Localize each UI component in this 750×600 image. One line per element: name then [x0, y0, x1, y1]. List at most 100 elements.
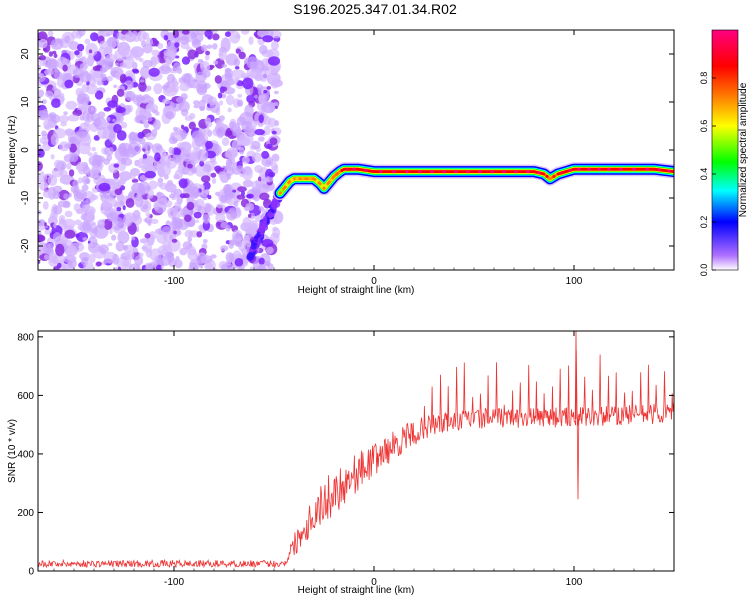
noise-blob	[98, 182, 111, 192]
noise-blob	[70, 153, 79, 163]
snr-series-line	[38, 331, 674, 569]
noise-blob	[271, 67, 277, 75]
noise-blob	[63, 193, 70, 200]
noise-blob	[219, 52, 224, 57]
noise-blob	[140, 66, 150, 79]
noise-blob	[273, 101, 279, 106]
noise-blob	[258, 257, 265, 265]
noise-blob	[52, 232, 62, 242]
noise-blob	[157, 256, 172, 267]
ridge-bead	[392, 170, 396, 174]
noise-blob	[241, 259, 249, 267]
noise-blob	[186, 201, 195, 211]
noise-blob	[188, 262, 199, 270]
noise-blob	[64, 35, 71, 44]
noise-blob	[41, 130, 47, 137]
noise-blob	[100, 73, 107, 79]
noise-blob	[44, 254, 49, 260]
noise-blob	[95, 261, 102, 267]
ridge-bead	[405, 170, 409, 174]
noise-blob	[132, 34, 141, 43]
noise-blob	[38, 244, 44, 256]
ridge-bead	[280, 189, 284, 193]
noise-blob	[263, 90, 268, 94]
noise-blob	[42, 108, 49, 117]
noise-blob	[234, 65, 240, 70]
noise-blob	[189, 77, 197, 87]
tick-label: -100	[164, 276, 184, 287]
noise-blob	[271, 130, 277, 135]
noise-blob	[107, 30, 114, 35]
noise-blob	[206, 44, 213, 49]
noise-blob	[132, 182, 140, 191]
noise-blob	[180, 130, 187, 140]
noise-blob	[227, 129, 232, 136]
ridge-bead	[619, 167, 623, 171]
noise-blob	[258, 264, 266, 270]
noise-blob	[162, 226, 171, 234]
noise-blob	[104, 146, 114, 156]
noise-blob	[162, 240, 172, 251]
noise-blob	[217, 92, 223, 99]
noise-blob	[138, 163, 143, 169]
noise-blob	[40, 171, 45, 176]
noise-blob	[87, 152, 93, 157]
noise-blob	[165, 111, 175, 120]
noise-blob	[99, 229, 108, 236]
noise-blob	[90, 32, 99, 42]
noise-blob	[103, 218, 113, 230]
noise-blob	[219, 100, 224, 106]
ridge-bead	[454, 170, 458, 174]
noise-blob	[139, 96, 146, 101]
ridge-bead	[478, 170, 482, 174]
ridge-bead	[364, 168, 368, 172]
noise-blob	[199, 105, 206, 112]
noise-blob	[104, 54, 117, 62]
tick-label: 600	[17, 391, 34, 402]
noise-blob	[70, 255, 77, 262]
tick-label: 0	[28, 567, 34, 578]
noise-blob	[245, 203, 255, 211]
noise-blob	[53, 265, 60, 270]
noise-blob	[111, 234, 117, 241]
noise-blob	[241, 30, 250, 35]
noise-blob	[85, 42, 98, 57]
noise-blob	[50, 154, 55, 160]
noise-blob	[236, 116, 246, 126]
noise-blob	[224, 31, 231, 37]
noise-blob	[106, 36, 120, 48]
noise-blob	[122, 214, 133, 227]
noise-blob	[64, 79, 74, 89]
noise-blob	[93, 175, 102, 185]
colorbar-tick-label: 0.2	[699, 216, 709, 229]
noise-blob	[200, 61, 211, 73]
noise-blob	[267, 56, 281, 66]
noise-blob	[65, 100, 78, 110]
noise-blob	[78, 142, 91, 155]
noise-blob	[204, 189, 210, 195]
noise-blob	[147, 220, 152, 226]
noise-blob	[235, 34, 241, 39]
noise-blob	[236, 194, 246, 200]
noise-blob	[195, 71, 207, 83]
ridge-bead	[587, 167, 591, 171]
ridge-bead	[315, 179, 319, 183]
ridge-bead	[352, 167, 356, 171]
noise-blob	[38, 38, 48, 49]
noise-blob	[146, 37, 154, 46]
noise-blob	[270, 161, 278, 171]
noise-blob	[273, 90, 279, 95]
noise-blob	[258, 114, 264, 124]
ridge-bead	[577, 167, 581, 171]
tick-label: 10	[20, 96, 31, 108]
noise-blob	[115, 241, 125, 252]
noise-blob	[151, 129, 158, 137]
noise-blob	[221, 64, 228, 68]
noise-blob	[242, 156, 250, 165]
ridge-bead	[320, 184, 324, 188]
noise-blob	[82, 109, 91, 122]
noise-blob	[265, 246, 274, 255]
noise-blob	[131, 236, 136, 241]
ridge-bead	[329, 178, 333, 182]
noise-blob	[200, 44, 208, 52]
